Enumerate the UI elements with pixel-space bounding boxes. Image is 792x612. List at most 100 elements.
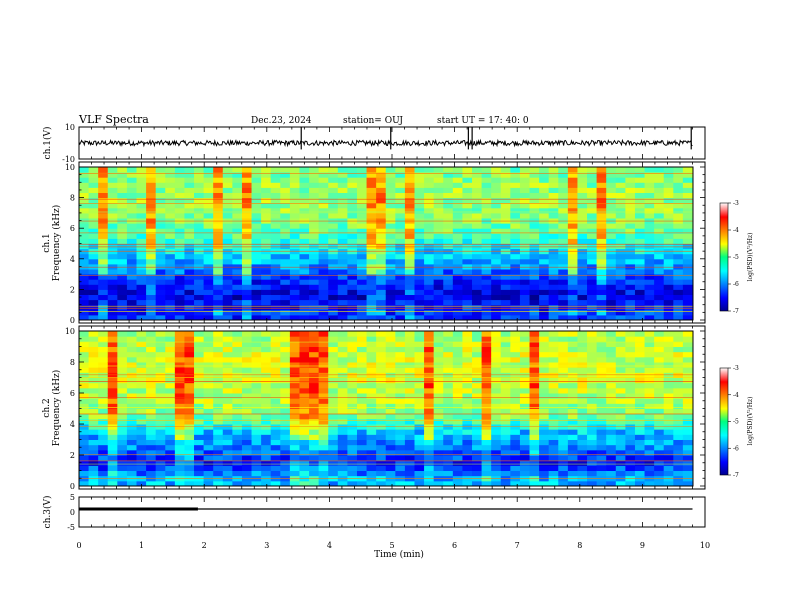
spectrogram-cell [452,331,463,337]
spectrogram-cell [481,263,492,270]
spectrogram-cell [673,192,684,199]
spectrogram-cell [299,202,310,209]
spectrogram-cell [337,207,348,214]
spectrogram-cell [663,192,674,199]
x-tick-label: 3 [264,541,269,550]
spectrogram-cell [634,233,646,239]
spectrogram-cell [519,356,531,363]
spectrogram-cell [222,341,233,347]
spectrogram-cell [663,207,674,214]
spectrogram-cell [673,408,684,415]
spectrogram-cell [644,304,655,311]
spectrogram-cell [414,289,425,295]
spectrogram-cell [634,356,646,363]
spectrogram-cell [558,289,569,295]
spectrogram-cell [587,331,598,337]
spectrogram-cell [654,274,665,280]
spectrogram-cell [318,223,329,229]
spectrogram-cell [213,304,224,311]
spectrogram-cell [462,429,473,435]
spectrogram-cell [452,455,463,461]
spectrogram-cell [309,341,320,347]
spectrogram-cell [433,403,444,409]
spectrogram-cell [376,470,387,477]
spectrogram-cell [548,444,559,451]
spectrogram-cell [146,187,157,193]
colorbar-tick-label: -5 [733,419,739,426]
spectrogram-cell [174,336,185,342]
spectrogram-cell [424,403,435,409]
spectrogram-cell [165,172,176,178]
spectrogram-cell [682,294,693,301]
spectrogram-cell [194,299,205,306]
spectrogram-cell [184,418,195,425]
spectrogram-cell [481,413,492,420]
spectrogram-cell [98,362,109,368]
spectrogram-cell [673,228,684,234]
spectrogram-cell [184,299,195,306]
spectrogram-cell [356,192,368,199]
spectrogram-cell [251,331,262,337]
spectrogram-cell [404,233,415,239]
x-tick-label: 9 [640,541,645,550]
spectrogram-cell [452,429,463,435]
spectrogram-cell [472,387,483,394]
spectrogram-cell [385,197,396,204]
spectrogram-cell [299,455,310,461]
spectrogram-cell [251,258,262,265]
spectrogram-cell [299,284,310,290]
spectrogram-cell [117,367,128,373]
spectrogram-cell [462,263,473,270]
spectrogram-cell [299,418,310,425]
spectrogram-cell [433,177,444,183]
spectrogram-cell [433,207,444,214]
spectrogram-cell [472,182,483,188]
spectrogram-cell [356,480,368,487]
spectrogram-cell [443,465,454,471]
spectrogram-cell [318,269,329,275]
spectrogram-cell [634,192,646,199]
spectrogram-cell [491,429,502,435]
spectrogram-cell [261,356,272,363]
spectrogram-cell [462,182,473,188]
spectrogram-cell [309,362,320,368]
spectrogram-cell [232,367,243,373]
spectrogram-cell [261,429,272,435]
spectrogram-cell [443,258,454,265]
spectrogram-cell [644,465,655,471]
spectrogram-cell [299,228,310,234]
spectrogram-cell [615,382,626,389]
spectrogram-cell [596,480,607,487]
spectrogram-cell [577,167,588,173]
spectrogram-cell [395,192,406,199]
spectrogram-cell [203,177,214,183]
spectrogram-cell [481,387,492,394]
spectrogram-cell [414,351,425,358]
spectrogram-cell [126,377,138,384]
x-tick-label: 1 [139,541,144,550]
spectrogram-cell [596,167,607,173]
spectrogram-cell [241,480,253,487]
spectrogram-cell [433,362,444,368]
spectrogram-cell [395,304,406,311]
spectrogram-cell [261,382,272,389]
spectrogram-cell [289,289,300,295]
spectrogram-cell [519,346,531,353]
spectrogram-cell [519,367,531,373]
spectrogram-cell [356,387,368,394]
spectrogram-cell [414,387,425,394]
spectrogram-cell [596,465,607,471]
spectrogram-cell [366,356,377,363]
spectrogram-cell [539,480,550,487]
spectrogram-cell [577,331,588,337]
spectrogram-cell [261,336,272,342]
spectrogram-cell [194,182,205,188]
spectrogram-cell [558,212,569,219]
spectrogram-cell [337,182,348,188]
spectrogram-cell [251,289,262,295]
spectrogram-cell [289,341,300,347]
spectrogram-cell [280,470,291,477]
spectrogram-cell [318,351,329,358]
spectrogram-cell [136,408,147,415]
spectrogram-cell [606,408,617,415]
